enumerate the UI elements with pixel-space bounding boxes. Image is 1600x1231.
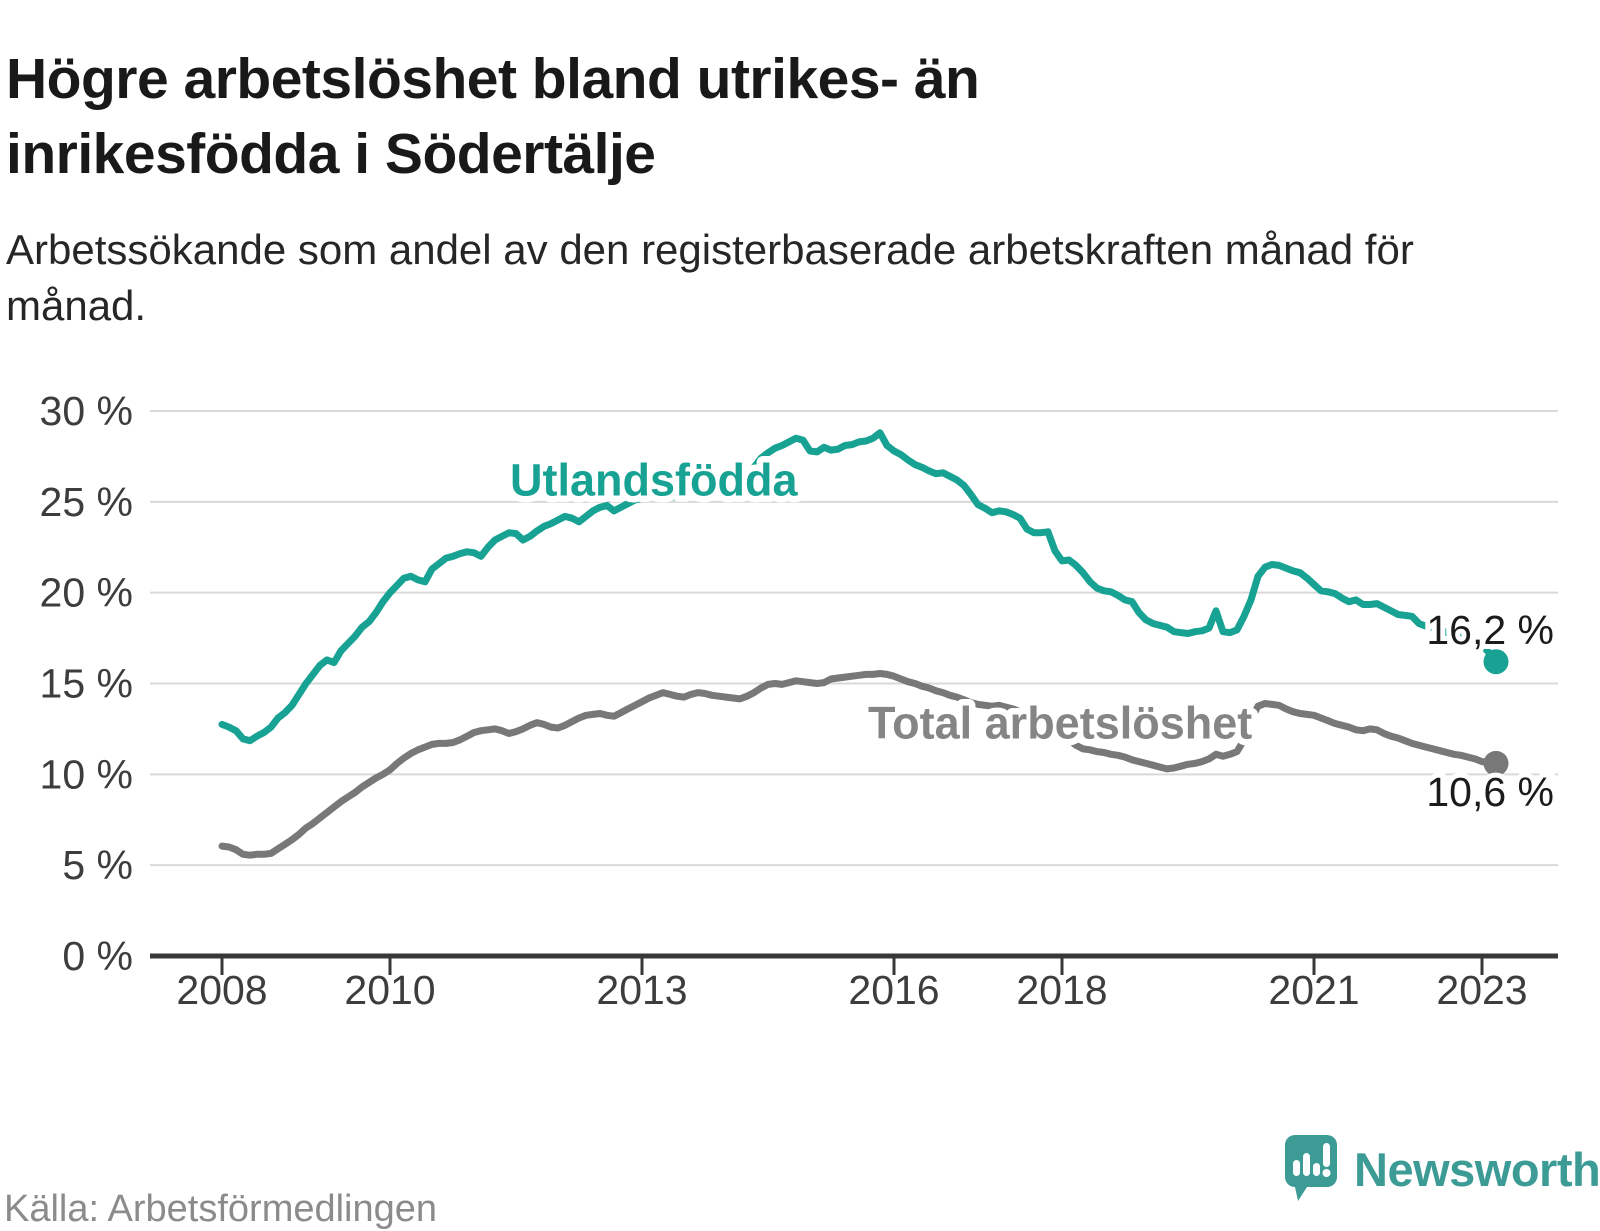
source-caption: Källa: Arbetsförmedlingen — [4, 1188, 438, 1230]
x-axis-tick-label: 2016 — [848, 967, 939, 1013]
series-label-total: Total arbetslöshet — [868, 698, 1252, 749]
x-axis-tick-label: 2008 — [176, 967, 267, 1013]
end-value-label-total: 10,6 % — [1426, 769, 1554, 815]
y-axis-tick-label: 25 % — [40, 479, 133, 525]
y-axis-tick-label: 10 % — [40, 751, 133, 797]
y-axis-tick-label: 20 % — [40, 570, 133, 616]
chart-subtitle: Arbetssökande som andel av den registerb… — [6, 226, 1414, 330]
series-line-utlandsfodda — [218, 429, 1500, 745]
series-end-dot-total — [1483, 750, 1509, 776]
y-axis-tick-label: 15 % — [40, 660, 133, 706]
series-end-dot-utlandsfodda — [1483, 649, 1509, 675]
end-value-label-utlandsfodda: 16,2 % — [1426, 607, 1554, 653]
x-axis-tick-label: 2013 — [596, 967, 687, 1013]
line-chart: 0 % 5 % 10 % 15 % 20 % 25 % 30 % 2008 2010 2013 20… — [40, 388, 1559, 1013]
newsworthy-wordmark: Newsworthy — [1354, 1142, 1600, 1196]
y-axis-tick-label: 30 % — [40, 388, 133, 434]
y-axis-tick-label: 5 % — [62, 842, 133, 888]
page-title: Högre arbetslöshet bland utrikes- än inr… — [6, 47, 980, 187]
y-axis-tick-label: 0 % — [62, 933, 133, 979]
x-axis-tick-label: 2021 — [1268, 967, 1359, 1013]
series-line-total — [218, 670, 1500, 859]
x-axis-tick-label: 2023 — [1436, 967, 1527, 1013]
newsworthy-chart-bubble-icon — [1285, 1135, 1337, 1201]
series-label-utlandsfodda: Utlandsfödda — [510, 455, 798, 506]
x-axis-tick-label: 2018 — [1016, 967, 1107, 1013]
newsworthy-logo: Newsworthy — [1282, 1132, 1600, 1206]
x-axis-tick-label: 2010 — [344, 967, 435, 1013]
